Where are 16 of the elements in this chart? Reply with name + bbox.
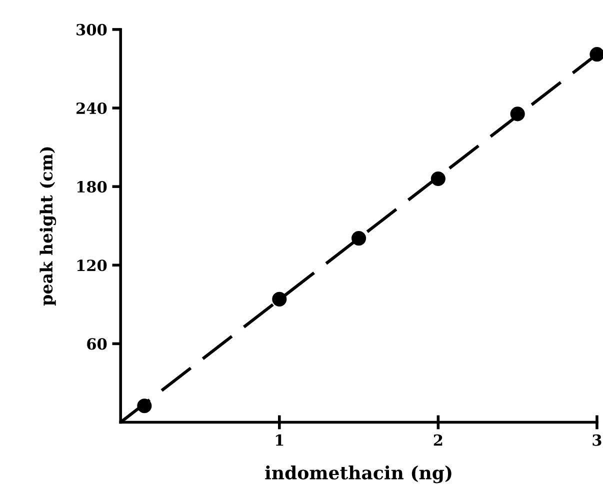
point (352, 231, 366, 246)
y-tick-label: 120 (77, 260, 107, 272)
point (272, 292, 287, 306)
x-tick-label: 3 (592, 434, 602, 446)
y-tick-label: 180 (77, 181, 107, 193)
point (590, 47, 603, 62)
x-tick-label: 1 (276, 434, 284, 446)
point (430, 171, 446, 186)
x-tick-label: 2 (434, 434, 442, 446)
y-tick-label: 60 (87, 338, 107, 350)
x-axis-title: indomethacin (ng) (265, 466, 452, 484)
y-axis-title: peak height (cm) (40, 147, 56, 306)
y-tick-label: 240 (76, 102, 107, 114)
point (137, 398, 152, 414)
y-tick-label: 300 (76, 24, 107, 36)
point (510, 106, 525, 122)
